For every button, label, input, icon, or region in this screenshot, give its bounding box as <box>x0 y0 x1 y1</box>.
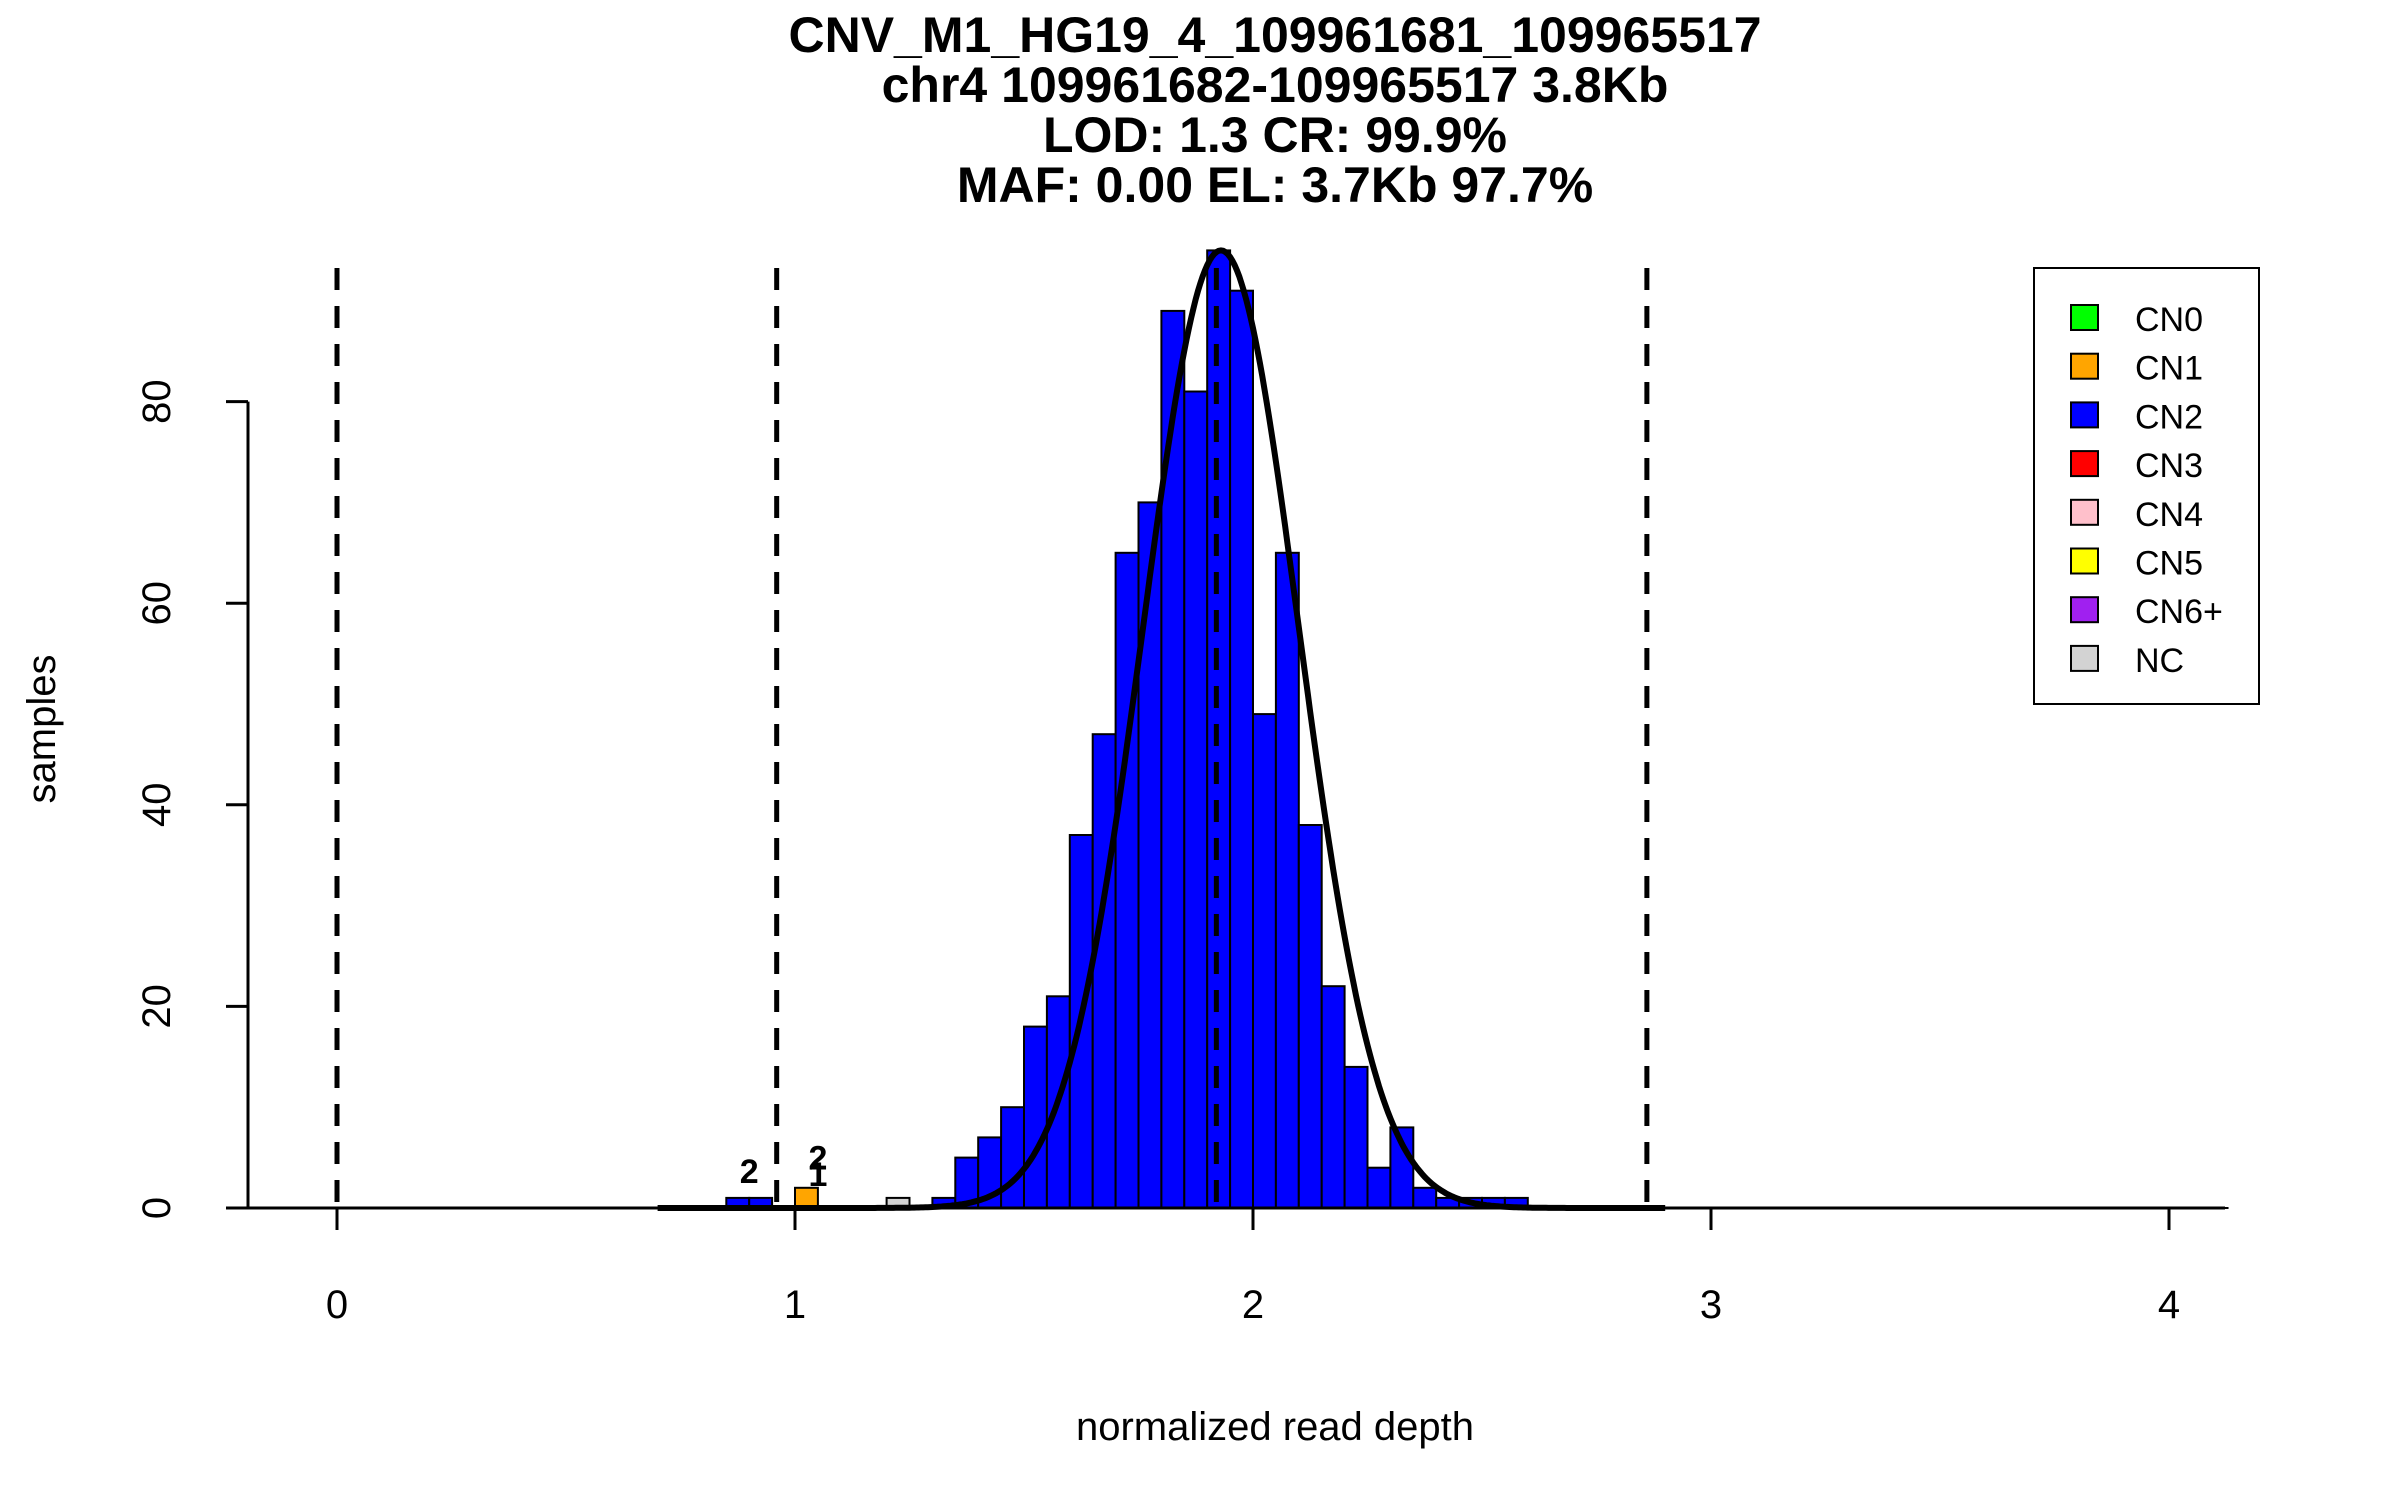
legend-swatch-nc <box>2070 644 2099 672</box>
x-axis-label: normalized read depth <box>1076 1405 1474 1449</box>
bar-20 <box>1297 824 1323 1209</box>
bar-19 <box>1274 551 1300 1209</box>
legend-swatch-cn5 <box>2070 547 2099 575</box>
bar-23 <box>1366 1166 1392 1209</box>
legend-swatch-cn1 <box>2070 352 2099 380</box>
bar-14 <box>1160 309 1186 1209</box>
x-tick-label-4: 4 <box>2158 1283 2180 1327</box>
y-axis-label: samples <box>20 655 64 804</box>
y-tick-label-4: 80 <box>135 379 179 424</box>
bar-21 <box>1320 985 1346 1210</box>
legend-box <box>2033 267 2260 705</box>
x-tick-label-3: 3 <box>1700 1283 1722 1327</box>
y-tick-label-3: 60 <box>135 581 179 626</box>
legend-label-cn0: CN0 <box>2135 301 2203 339</box>
bar-8 <box>1023 1025 1048 1209</box>
bar-11 <box>1091 733 1117 1209</box>
annotation-1: 2 <box>808 1140 827 1178</box>
legend-swatch-cn6plus <box>2070 596 2099 624</box>
bar-22 <box>1343 1065 1369 1210</box>
title-line-2: chr4 109961682-109965517 3.8Kb <box>882 57 1669 113</box>
legend-label-cn2: CN2 <box>2135 398 2203 436</box>
bar-18 <box>1252 713 1277 1209</box>
copy-number-boundaries <box>334 268 1650 1208</box>
y-tick-label-2: 40 <box>135 783 179 828</box>
legend-label-nc: NC <box>2135 642 2184 680</box>
annotation-0: 2 <box>740 1153 759 1191</box>
legend: CN0 CN1 CN2 CN3 CN4 CN5 CN6+ NC <box>2033 267 2260 705</box>
legend-swatch-cn4 <box>2070 498 2099 526</box>
bin-annotations: 2 21 <box>740 1140 828 1194</box>
x-tick-label-2: 2 <box>1242 1283 1264 1327</box>
bar-7 <box>1000 1106 1025 1209</box>
legend-label-cn1: CN1 <box>2135 350 2203 388</box>
legend-label-cn4: CN4 <box>2135 496 2203 534</box>
bar-17 <box>1229 289 1254 1209</box>
legend-swatch-cn0 <box>2070 304 2099 331</box>
legend-label-cn3: CN3 <box>2135 447 2203 485</box>
bar-12 <box>1114 551 1140 1209</box>
x-tick-label-0: 0 <box>326 1283 348 1327</box>
y-tick-label-0: 0 <box>135 1197 179 1219</box>
legend-label-cn5: CN5 <box>2135 545 2203 583</box>
bar-25 <box>1412 1186 1438 1210</box>
bar-13 <box>1137 501 1163 1209</box>
y-tick-label-1: 20 <box>135 984 179 1029</box>
title-line-4: MAF: 0.00 EL: 3.7Kb 97.7% <box>957 157 1593 213</box>
legend-swatch-cn3 <box>2070 450 2099 478</box>
bar-15 <box>1183 390 1209 1209</box>
legend-label-cn6plus: CN6+ <box>2135 593 2223 631</box>
legend-swatch-cn2 <box>2070 401 2099 429</box>
x-tick-label-1: 1 <box>784 1283 806 1327</box>
annotation-2: 1 <box>808 1156 827 1194</box>
title-line-1: CNV_M1_HG19_4_109961681_109965517 <box>788 7 1761 63</box>
title-line-3: LOD: 1.3 CR: 99.9% <box>1043 107 1507 163</box>
